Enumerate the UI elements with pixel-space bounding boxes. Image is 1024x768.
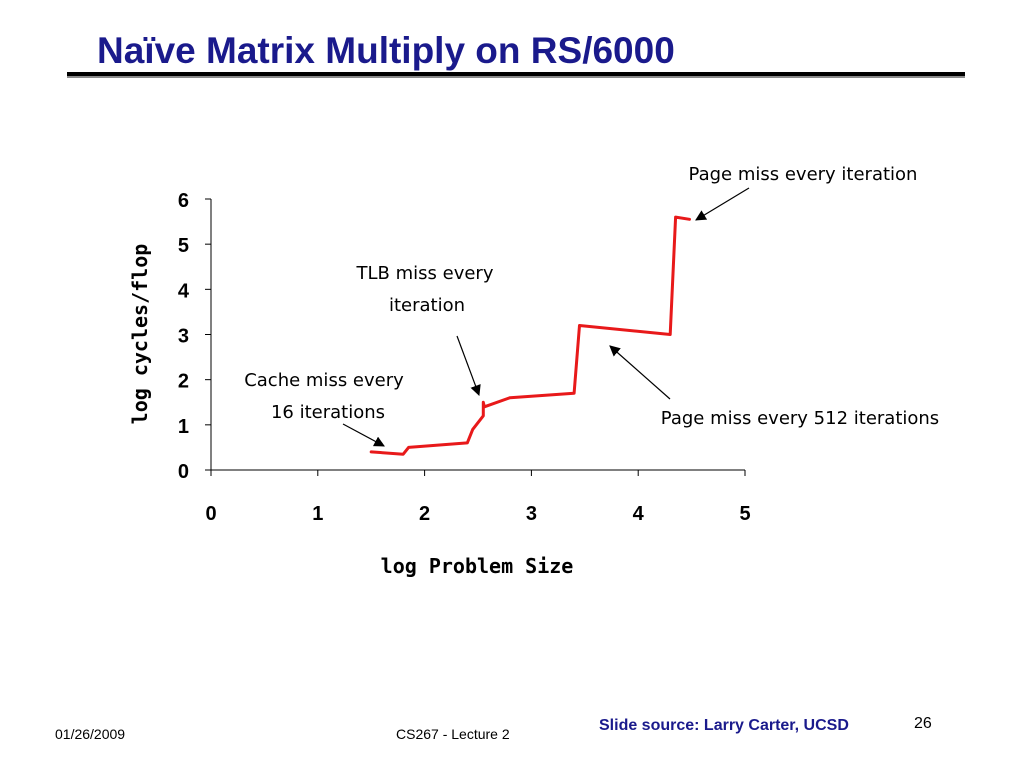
line-chart: 0 1 2 3 4 5 6 0 1 2 3 4 5 log cycles/flop log Proble…: [128, 164, 939, 578]
x-tick-label: 1: [312, 503, 323, 525]
annotation-page-every-arrow: [695, 187, 750, 221]
title-underline: [67, 72, 965, 76]
chart-axes: [205, 198, 746, 476]
title-underline-shadow: [67, 76, 965, 78]
y-tick-label: 4: [178, 280, 190, 302]
annotation-cache-line1: Cache miss every: [244, 370, 404, 391]
annotation-cache-line2: 16 iterations: [271, 402, 385, 423]
annotation-page512-arrow: [609, 345, 671, 400]
annotation-page512: Page miss every 512 iterations: [661, 408, 939, 429]
footer-source: Slide source: Larry Carter, UCSD: [599, 717, 849, 734]
annotation-page-every: Page miss every iteration: [689, 164, 918, 185]
annotation-tlb-arrow: [456, 335, 481, 397]
y-tick-label: 1: [178, 416, 189, 438]
slide-title: Naïve Matrix Multiply on RS/6000: [97, 30, 675, 71]
footer-date: 01/26/2009: [55, 726, 126, 742]
series-layer: [369, 215, 691, 456]
y-tick-label: 5: [178, 235, 189, 257]
y-tick-label: 0: [178, 461, 189, 483]
x-tick-label: 3: [526, 503, 537, 525]
annotation-tlb-line1: TLB miss every: [356, 263, 494, 284]
footer-course: CS267 - Lecture 2: [396, 726, 510, 742]
page-number: 26: [914, 715, 932, 732]
series-line: [369, 215, 691, 456]
x-tick-label: 4: [633, 503, 645, 525]
x-axis-label: log Problem Size: [381, 554, 574, 578]
y-tick-label: 6: [178, 190, 189, 212]
y-tick-label: 3: [178, 326, 189, 348]
tick-labels: 0 1 2 3 4 5 6 0 1 2 3 4 5: [178, 190, 751, 525]
x-tick-label: 5: [739, 503, 750, 525]
annotation-cache-arrow: [342, 423, 385, 447]
x-tick-label: 0: [205, 503, 216, 525]
annotation-tlb-line2: iteration: [389, 295, 465, 316]
y-tick-label: 2: [178, 371, 189, 393]
y-axis-label: log cycles/flop: [128, 244, 152, 425]
x-tick-label: 2: [419, 503, 430, 525]
